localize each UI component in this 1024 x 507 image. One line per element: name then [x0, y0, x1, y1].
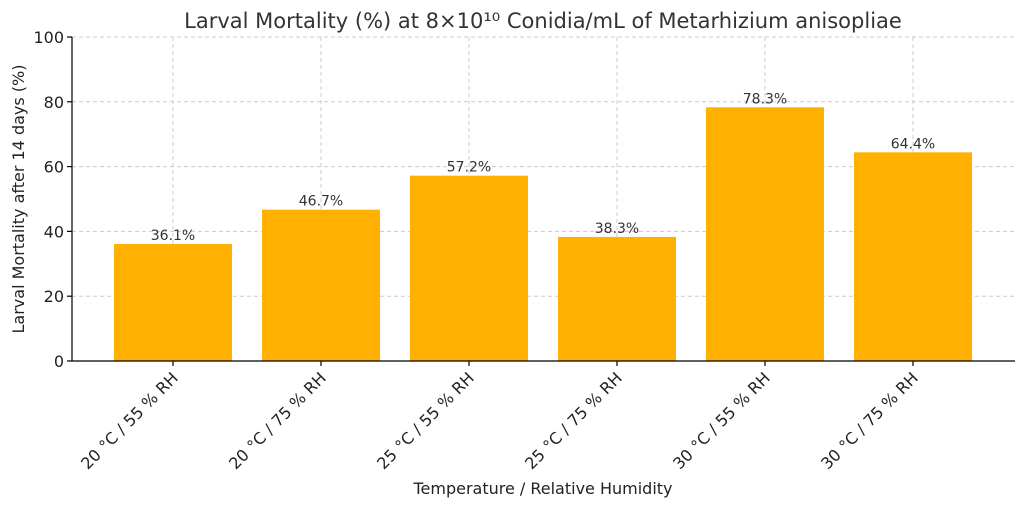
bar	[262, 209, 380, 361]
bar-value-label: 78.3%	[743, 91, 787, 107]
bar-value-label: 38.3%	[595, 221, 639, 237]
x-tick-label: 25 °C / 55 % RH	[373, 368, 478, 473]
y-tick-label: 60	[44, 158, 64, 177]
y-tick-label: 80	[44, 93, 64, 112]
bar	[854, 152, 972, 361]
bar	[410, 175, 528, 361]
bar	[114, 244, 232, 361]
x-axis-label: Temperature / Relative Humidity	[412, 479, 672, 498]
bar-value-label: 57.2%	[447, 160, 491, 176]
x-tick-label: 20 °C / 75 % RH	[225, 368, 330, 473]
axes	[67, 36, 1015, 366]
bar-value-label: 36.1%	[151, 228, 195, 244]
x-tick-labels: 20 °C / 55 % RH 20 °C / 75 % RH 25 °C / 55…	[77, 368, 922, 473]
y-tick-label: 20	[44, 287, 64, 306]
y-tick-labels: 0 20 40 60 80 100	[33, 28, 64, 371]
chart-title: Larval Mortality (%) at 8×10¹⁰ Conidia/m…	[184, 9, 902, 33]
y-axis-label: Larval Mortality after 14 days (%)	[9, 65, 28, 334]
bars	[114, 107, 972, 361]
y-tick-label: 0	[54, 352, 64, 371]
x-tick-label: 25 °C / 75 % RH	[521, 368, 626, 473]
y-tick-label: 40	[44, 222, 64, 241]
y-tick-label: 100	[33, 28, 64, 47]
bar	[558, 236, 676, 361]
x-tick-label: 20 °C / 55 % RH	[77, 368, 182, 473]
x-tick-label: 30 °C / 55 % RH	[669, 368, 774, 473]
bar-value-label: 46.7%	[299, 194, 343, 210]
x-tick-label: 30 °C / 75 % RH	[817, 368, 922, 473]
bar-value-label: 64.4%	[891, 136, 935, 152]
bar	[706, 107, 824, 361]
bar-value-labels: 36.1% 46.7% 57.2% 38.3% 78.3% 64.4%	[151, 91, 935, 244]
